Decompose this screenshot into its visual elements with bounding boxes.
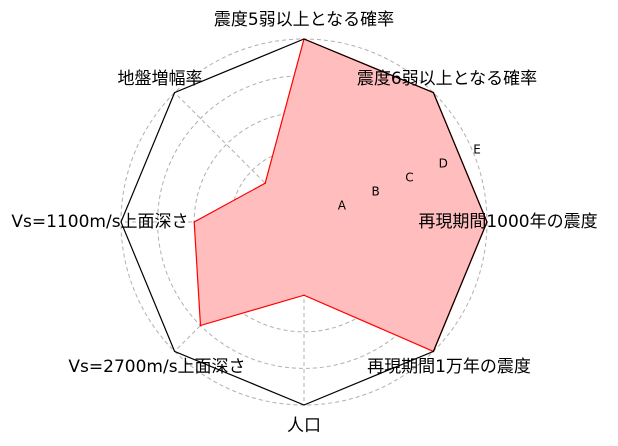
axis-label-4: 人口 bbox=[287, 416, 321, 436]
data-point-7 bbox=[264, 182, 266, 184]
axis-label-7: 地盤増幅率 bbox=[118, 69, 203, 89]
grade-label-C: C bbox=[405, 170, 413, 184]
label-layer: A B C D E 震度5弱以上となる確率震度6弱以上となる確率再現期間1000年の震度再… bbox=[11, 10, 597, 436]
data-point-6 bbox=[193, 221, 195, 223]
grade-label-B: B bbox=[372, 184, 380, 198]
data-point-4 bbox=[303, 294, 305, 297]
axis-label-0: 震度5弱以上となる確率 bbox=[214, 10, 394, 30]
grade-label-E: E bbox=[473, 142, 481, 156]
grade-label-D: D bbox=[439, 156, 448, 170]
axis-label-1: 震度6弱以上となる確率 bbox=[357, 69, 537, 89]
frame-layer bbox=[120, 38, 488, 406]
axis-label-6: Vs=1100m/s上面深さ bbox=[11, 212, 188, 232]
axis-label-5: Vs=2700m/s上面深さ bbox=[68, 357, 245, 377]
data-point-5 bbox=[199, 324, 202, 327]
grade-label-A: A bbox=[338, 198, 347, 212]
axis-label-3: 再現期間1万年の震度 bbox=[367, 357, 531, 377]
outer-frame bbox=[120, 38, 488, 406]
axis-label-2: 再現期間1000年の震度 bbox=[418, 212, 597, 232]
